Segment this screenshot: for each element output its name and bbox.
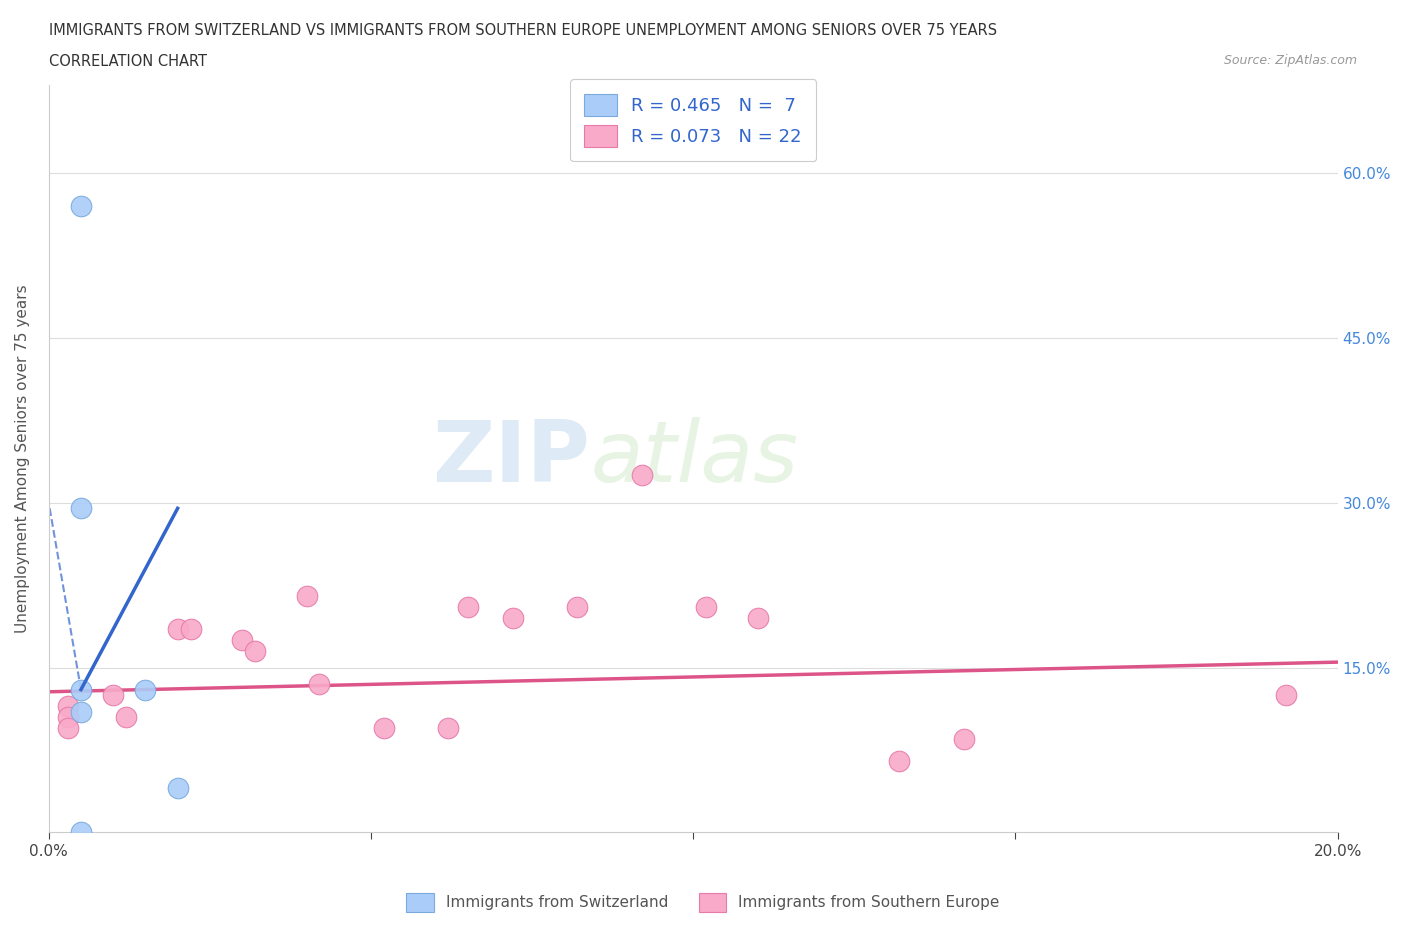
Point [103,687,125,702]
Point [953,732,976,747]
Legend: Immigrants from Switzerland, Immigrants from Southern Europe: Immigrants from Switzerland, Immigrants … [401,887,1005,918]
Text: Source: ZipAtlas.com: Source: ZipAtlas.com [1223,54,1357,67]
Point [180,622,202,637]
Point [70,501,93,516]
Point [56,698,79,713]
Point [695,600,717,615]
Text: ZIP: ZIP [432,418,591,500]
Point [115,710,138,724]
Point [56,710,79,724]
Point [70,682,93,697]
Point [457,600,479,615]
Point [70,825,93,840]
Y-axis label: Unemployment Among Seniors over 75 years: Unemployment Among Seniors over 75 years [15,285,30,633]
Point [373,721,395,736]
Point [134,682,156,697]
Point [630,468,652,483]
Legend: R = 0.465   N =  7, R = 0.073   N = 22: R = 0.465 N = 7, R = 0.073 N = 22 [569,79,817,162]
Point [889,753,911,768]
Point [1275,687,1298,702]
Point [166,622,188,637]
Point [747,611,769,626]
Point [567,600,589,615]
Text: CORRELATION CHART: CORRELATION CHART [49,54,207,69]
Point [70,704,93,719]
Point [308,677,330,692]
Point [70,199,93,214]
Point [166,781,188,796]
Text: atlas: atlas [591,418,799,500]
Point [502,611,524,626]
Point [56,721,79,736]
Point [231,632,253,647]
Point [437,721,460,736]
Text: IMMIGRANTS FROM SWITZERLAND VS IMMIGRANTS FROM SOUTHERN EUROPE UNEMPLOYMENT AMON: IMMIGRANTS FROM SWITZERLAND VS IMMIGRANT… [49,23,997,38]
Point [243,644,266,658]
Point [295,589,318,604]
